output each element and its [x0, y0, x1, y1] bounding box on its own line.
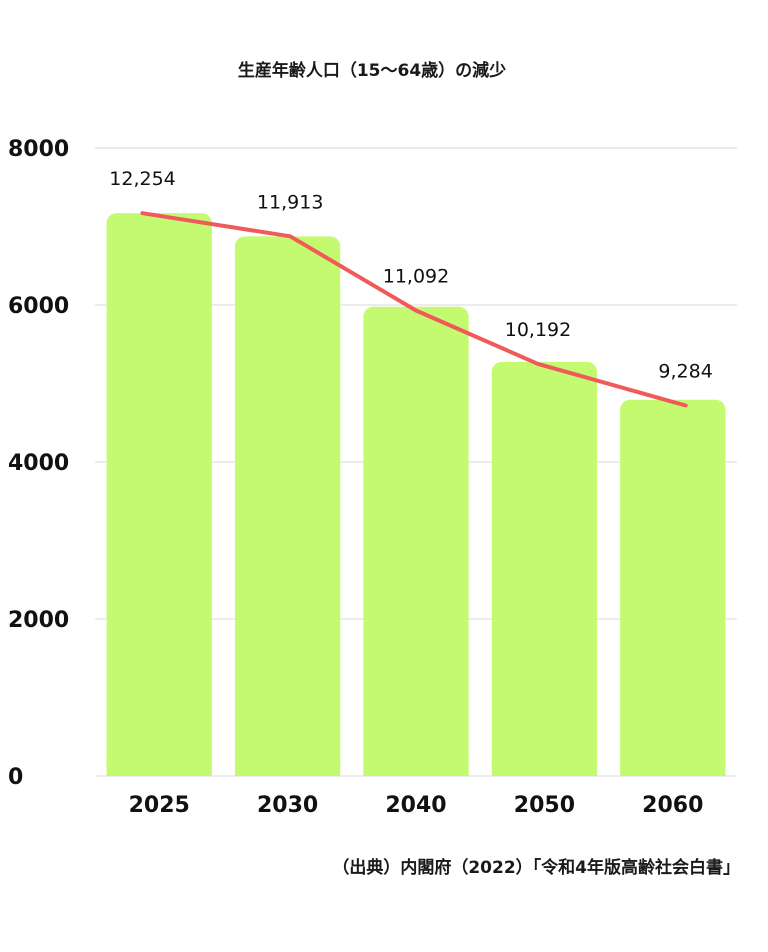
bar-base-2040 [363, 764, 469, 776]
x-tick-label-2025: 2025 [129, 793, 190, 818]
bar-2060 [620, 399, 726, 776]
chart-title: 生産年齢人口（15〜64歳）の減少 [238, 60, 506, 81]
x-tick-label-2040: 2040 [385, 793, 446, 818]
y-tick-label-8000: 8000 [8, 137, 69, 162]
data-label-2050: 10,192 [505, 319, 571, 341]
y-tick-label-2000: 2000 [8, 608, 69, 633]
data-label-2030: 11,913 [257, 191, 323, 213]
x-tick-label-2060: 2060 [642, 793, 703, 818]
bar-2040 [363, 306, 469, 776]
bar-base-2025 [106, 764, 212, 776]
bar-base-2050 [491, 764, 598, 776]
bars [106, 213, 726, 776]
data-label-2040: 11,092 [383, 265, 449, 287]
bar-2025 [106, 213, 212, 776]
trend-line [140, 211, 688, 408]
data-label-2025: 12,254 [109, 168, 175, 190]
source-note: （出典）内閣府（2022）「令和4年版高齢社会白書」 [332, 857, 740, 878]
x-tick-label-2050: 2050 [514, 793, 575, 818]
x-tick-label-2030: 2030 [257, 793, 318, 818]
bar-2030 [234, 236, 341, 776]
data-labels: 12,254 11,913 11,092 10,192 9,284 [109, 168, 713, 382]
y-tick-label-4000: 4000 [8, 451, 69, 476]
bar-base-2030 [234, 764, 341, 776]
data-label-2060: 9,284 [658, 360, 712, 382]
y-tick-label-6000: 6000 [8, 294, 69, 319]
bar-2050 [491, 361, 598, 776]
trend-line-path [140, 211, 688, 408]
y-axis-ticks: 0 2000 4000 6000 8000 [8, 137, 69, 790]
x-axis-ticks: 2025 2030 2040 2050 2060 [129, 793, 704, 818]
bar-base-2060 [620, 764, 726, 776]
y-tick-label-0: 0 [8, 765, 23, 790]
